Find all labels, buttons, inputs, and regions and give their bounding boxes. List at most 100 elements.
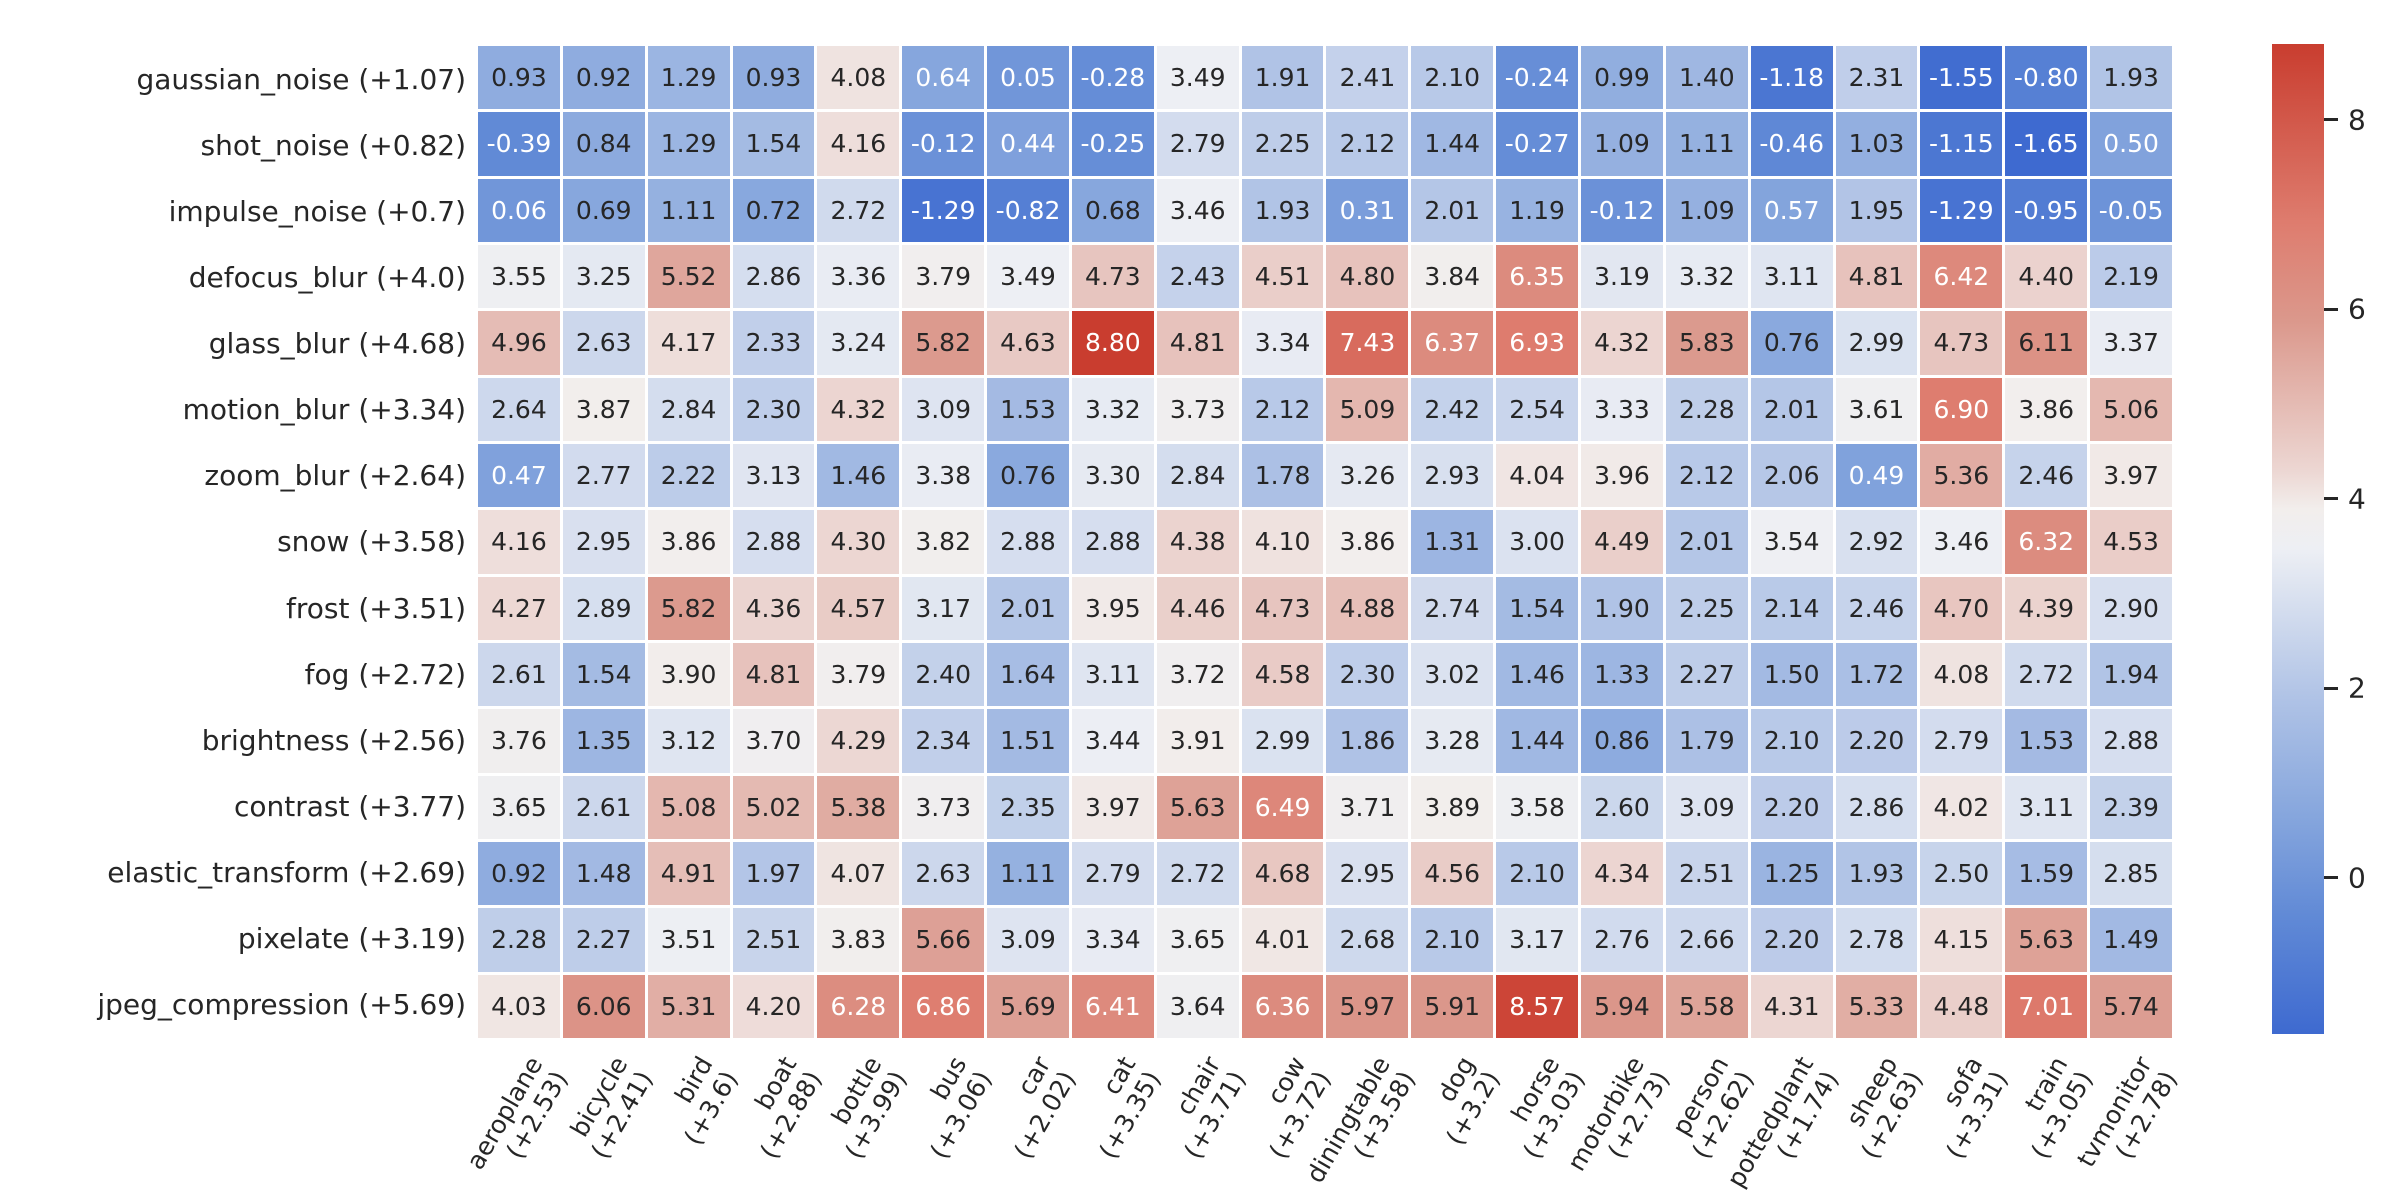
row-label: zoom_blur (+2.64) <box>204 459 466 493</box>
colorbar-tick-label: 8 <box>2348 103 2366 137</box>
heatmap-cell: 2.72 <box>2005 642 2088 707</box>
colorbar-tick-mark <box>2324 686 2338 690</box>
heatmap-cell: 5.02 <box>732 775 815 839</box>
heatmap-cell: 1.40 <box>1665 46 1748 110</box>
heatmap-cell: 4.73 <box>1920 311 2003 375</box>
heatmap-cell: 2.22 <box>647 443 730 508</box>
row-label: elastic_transform (+2.69) <box>107 856 466 890</box>
heatmap-cell: 2.39 <box>2090 775 2172 839</box>
heatmap-cell: 1.33 <box>1581 642 1663 707</box>
heatmap-cell: 1.09 <box>1665 178 1748 242</box>
heatmap-cell: 7.43 <box>1326 311 1409 375</box>
heatmap-cell: 3.72 <box>1156 642 1239 707</box>
heatmap-cell: 3.11 <box>1750 244 1833 309</box>
heatmap-cell: 4.73 <box>1241 576 1324 640</box>
heatmap-cell: 0.84 <box>562 112 645 176</box>
heatmap-cell: 3.79 <box>902 244 985 309</box>
col-label: boat (+2.88) <box>730 1052 828 1164</box>
heatmap-cell: 2.61 <box>562 775 645 839</box>
colorbar-tick-label: 6 <box>2348 292 2366 326</box>
heatmap-cell: 2.89 <box>562 576 645 640</box>
heatmap-cell: 2.88 <box>2090 709 2172 773</box>
heatmap-cell: 5.52 <box>647 244 730 309</box>
heatmap-cell: 1.09 <box>1581 112 1663 176</box>
heatmap-cell: 2.20 <box>1750 775 1833 839</box>
heatmap-cell: 2.99 <box>1835 311 1918 375</box>
heatmap-cell: 2.54 <box>1496 377 1579 441</box>
heatmap-cell: 0.31 <box>1326 178 1409 242</box>
colorbar-tick-mark <box>2324 118 2338 122</box>
heatmap-cell: 1.53 <box>987 377 1069 441</box>
heatmap-cell: 2.51 <box>732 908 815 972</box>
heatmap-cell: 1.19 <box>1496 178 1579 242</box>
heatmap-cell: 2.10 <box>1496 841 1579 906</box>
heatmap-cell: 3.55 <box>478 244 560 309</box>
heatmap-cell: -0.46 <box>1750 112 1833 176</box>
heatmap-cell: -0.25 <box>1071 112 1154 176</box>
heatmap-cell: 1.29 <box>647 112 730 176</box>
heatmap-cell: 2.74 <box>1411 576 1494 640</box>
heatmap-cell: 8.57 <box>1496 974 1579 1038</box>
heatmap-cell: -0.27 <box>1496 112 1579 176</box>
heatmap-cell: 2.92 <box>1835 510 1918 574</box>
heatmap-cell: 5.69 <box>987 974 1069 1038</box>
row-label: contrast (+3.77) <box>233 790 466 824</box>
heatmap-cell: 0.49 <box>1835 443 1918 508</box>
col-label: chair (+3.71) <box>1154 1052 1252 1164</box>
heatmap-cell: 3.73 <box>902 775 985 839</box>
col-label: cat (+3.35) <box>1069 1052 1167 1164</box>
row-label: snow (+3.58) <box>277 525 466 559</box>
heatmap-cell: 5.31 <box>647 974 730 1038</box>
heatmap-cell: 2.31 <box>1835 46 1918 110</box>
heatmap-cell: 2.12 <box>1241 377 1324 441</box>
heatmap-cell: 4.80 <box>1326 244 1409 309</box>
heatmap-cell: 2.63 <box>562 311 645 375</box>
heatmap-cell: 2.25 <box>1241 112 1324 176</box>
heatmap-cell: 0.72 <box>732 178 815 242</box>
col-label: bus (+3.06) <box>900 1052 998 1164</box>
heatmap-cell: 4.16 <box>817 112 900 176</box>
heatmap-cell: 3.37 <box>2090 311 2172 375</box>
heatmap-cell: 5.09 <box>1326 377 1409 441</box>
heatmap-cell: 4.16 <box>478 510 560 574</box>
heatmap-cell: 1.93 <box>1241 178 1324 242</box>
heatmap-cell: 3.34 <box>1241 311 1324 375</box>
heatmap-cell: 6.28 <box>817 974 900 1038</box>
heatmap-cell: 3.25 <box>562 244 645 309</box>
heatmap-cell: 4.68 <box>1241 841 1324 906</box>
heatmap-cell: 2.77 <box>562 443 645 508</box>
heatmap-cell: 2.64 <box>478 377 560 441</box>
heatmap-cell: 3.34 <box>1071 908 1154 972</box>
heatmap-cell: 3.71 <box>1326 775 1409 839</box>
row-label: jpeg_compression (+5.69) <box>97 988 466 1022</box>
col-label: car (+2.02) <box>985 1052 1083 1164</box>
colorbar-tick-label: 4 <box>2348 482 2366 516</box>
heatmap-cell: 4.31 <box>1750 974 1833 1038</box>
heatmap-cell: 6.35 <box>1496 244 1579 309</box>
heatmap-cell: 1.44 <box>1496 709 1579 773</box>
heatmap-cell: 0.69 <box>562 178 645 242</box>
heatmap-cell: 4.57 <box>817 576 900 640</box>
heatmap-cell: 1.03 <box>1835 112 1918 176</box>
colorbar-tick-mark <box>2324 497 2338 501</box>
heatmap-cell: 6.42 <box>1920 244 2003 309</box>
heatmap-cell: 3.32 <box>1665 244 1748 309</box>
heatmap-cell: -1.65 <box>2005 112 2088 176</box>
heatmap-cell: 4.32 <box>1581 311 1663 375</box>
heatmap-cell: 4.39 <box>2005 576 2088 640</box>
heatmap-cell: 1.11 <box>647 178 730 242</box>
heatmap-cell: -0.39 <box>478 112 560 176</box>
heatmap-cell: 4.08 <box>817 46 900 110</box>
heatmap-cell: 4.48 <box>1920 974 2003 1038</box>
heatmap-cell: 6.90 <box>1920 377 2003 441</box>
heatmap-cell: 0.05 <box>987 46 1069 110</box>
heatmap-cell: 4.29 <box>817 709 900 773</box>
heatmap-cell: 2.76 <box>1581 908 1663 972</box>
heatmap-cell: -1.55 <box>1920 46 2003 110</box>
heatmap-cell: 3.95 <box>1071 576 1154 640</box>
heatmap-cell: 4.91 <box>647 841 730 906</box>
heatmap-cell: 4.15 <box>1920 908 2003 972</box>
heatmap-cell: 3.49 <box>987 244 1069 309</box>
heatmap-cell: 4.17 <box>647 311 730 375</box>
